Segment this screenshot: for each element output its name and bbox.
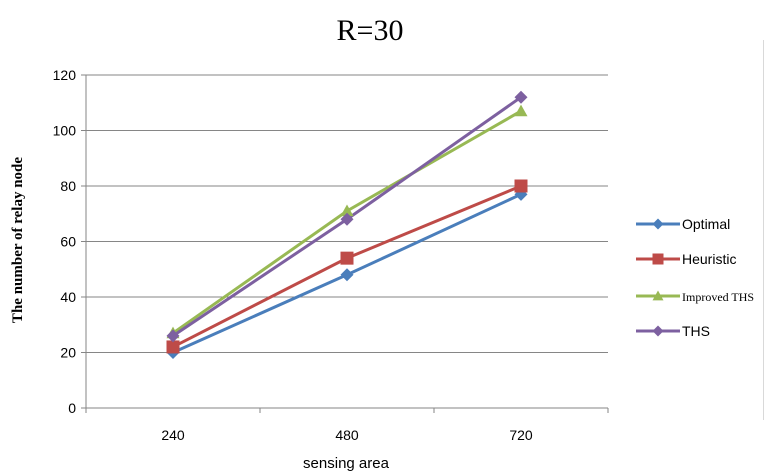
legend: Optimal Heuristic Improved THS THS: [636, 216, 754, 339]
y-tick-label: 120: [53, 67, 77, 83]
data-point: [514, 90, 528, 104]
grid-lines: [86, 74, 608, 353]
legend-marker: [652, 290, 664, 301]
y-axis-label: The number of relay node: [10, 157, 26, 323]
legend-label: Heuristic: [682, 251, 736, 267]
x-axis-label: sensing area: [303, 455, 390, 472]
chart-title: R=30: [337, 14, 404, 47]
x-tick-labels: 240 480 720: [161, 427, 533, 443]
data-point: [340, 204, 354, 217]
legend-marker: [652, 218, 664, 230]
y-tick-label: 60: [60, 234, 76, 250]
data-point: [340, 212, 354, 226]
x-tick-label: 480: [335, 427, 359, 443]
legend-marker: [652, 253, 664, 265]
data-point: [340, 268, 354, 282]
data-point: [166, 340, 180, 354]
legend-label: Improved THS: [682, 290, 754, 304]
panel-divider: [763, 40, 764, 420]
legend-label: Optimal: [682, 216, 730, 232]
data-point: [340, 251, 354, 265]
x-tick-label: 240: [161, 427, 185, 443]
data-point: [514, 104, 528, 117]
x-tick-label: 720: [509, 427, 533, 443]
legend-marker: [652, 325, 664, 337]
legend-label: THS: [682, 323, 710, 339]
data-point: [166, 329, 180, 343]
y-tick-label: 100: [53, 123, 77, 139]
y-tick-labels: 0 20 40 60 80 100 120: [53, 67, 77, 416]
axes: [81, 74, 609, 413]
y-tick-label: 40: [60, 289, 76, 305]
y-tick-label: 80: [60, 178, 76, 194]
y-tick-label: 20: [60, 345, 76, 361]
series-group: [166, 90, 528, 359]
data-point: [514, 179, 528, 193]
y-tick-label: 0: [68, 400, 76, 416]
